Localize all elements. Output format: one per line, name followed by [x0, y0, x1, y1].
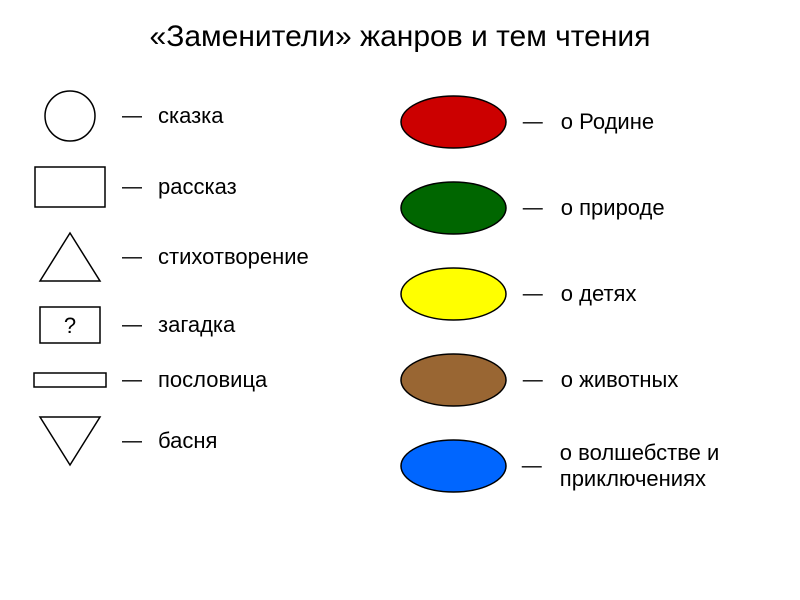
- ellipse-green: [399, 180, 509, 236]
- dash-separator: —: [523, 111, 543, 134]
- legend-item-poslovitsa: — пословица: [30, 367, 309, 393]
- legend-item-priroda: — о природе: [399, 180, 770, 236]
- content-container: — сказка — рассказ — стихотворение: [30, 89, 770, 494]
- dash-separator: —: [122, 105, 142, 128]
- ellipse-brown: [399, 352, 509, 408]
- legend-item-stikhotvorenie: — стихотворение: [30, 231, 309, 283]
- label-stikhotvorenie: стихотворение: [158, 244, 309, 270]
- legend-item-skazka: — сказка: [30, 89, 309, 143]
- dash-separator: —: [122, 430, 142, 453]
- ellipse-blue: [399, 438, 508, 494]
- shape-circle: [30, 89, 110, 143]
- themes-column: — о Родине — о природе — о детях: [399, 89, 770, 494]
- question-mark: ?: [64, 313, 76, 338]
- label-zhivotnye: о животных: [561, 367, 679, 393]
- label-rodina: о Родине: [561, 109, 654, 135]
- legend-item-zhivotnye: — о животных: [399, 352, 770, 408]
- label-deti: о детях: [561, 281, 637, 307]
- legend-item-zagadka: ? — загадка: [30, 305, 309, 345]
- dash-separator: —: [522, 455, 542, 478]
- label-rasskaz: рассказ: [158, 174, 237, 200]
- dash-separator: —: [122, 176, 142, 199]
- legend-item-rasskaz: — рассказ: [30, 165, 309, 209]
- label-basnya: басня: [158, 428, 217, 454]
- dash-separator: —: [523, 197, 543, 220]
- label-poslovitsa: пословица: [158, 367, 267, 393]
- dash-separator: —: [122, 369, 142, 392]
- legend-item-rodina: — о Родине: [399, 94, 770, 150]
- legend-item-deti: — о детях: [399, 266, 770, 322]
- label-volshebstvo: о волшебстве и приключениях: [560, 440, 770, 492]
- shape-question-box: ?: [30, 305, 110, 345]
- label-priroda: о природе: [561, 195, 665, 221]
- dash-separator: —: [523, 283, 543, 306]
- shape-rectangle: [30, 165, 110, 209]
- ellipse-yellow: [399, 266, 509, 322]
- shape-triangle: [30, 231, 110, 283]
- legend-item-basnya: — басня: [30, 415, 309, 467]
- genres-column: — сказка — рассказ — стихотворение: [30, 89, 309, 494]
- shape-inverted-triangle: [30, 415, 110, 467]
- label-skazka: сказка: [158, 103, 224, 129]
- shape-thin-rectangle: [30, 371, 110, 389]
- dash-separator: —: [122, 246, 142, 269]
- legend-item-volshebstvo: — о волшебстве и приключениях: [399, 438, 770, 494]
- page-title: «Заменители» жанров и тем чтения: [30, 20, 770, 54]
- ellipse-red: [399, 94, 509, 150]
- dash-separator: —: [523, 369, 543, 392]
- dash-separator: —: [122, 314, 142, 337]
- label-zagadka: загадка: [158, 312, 235, 338]
